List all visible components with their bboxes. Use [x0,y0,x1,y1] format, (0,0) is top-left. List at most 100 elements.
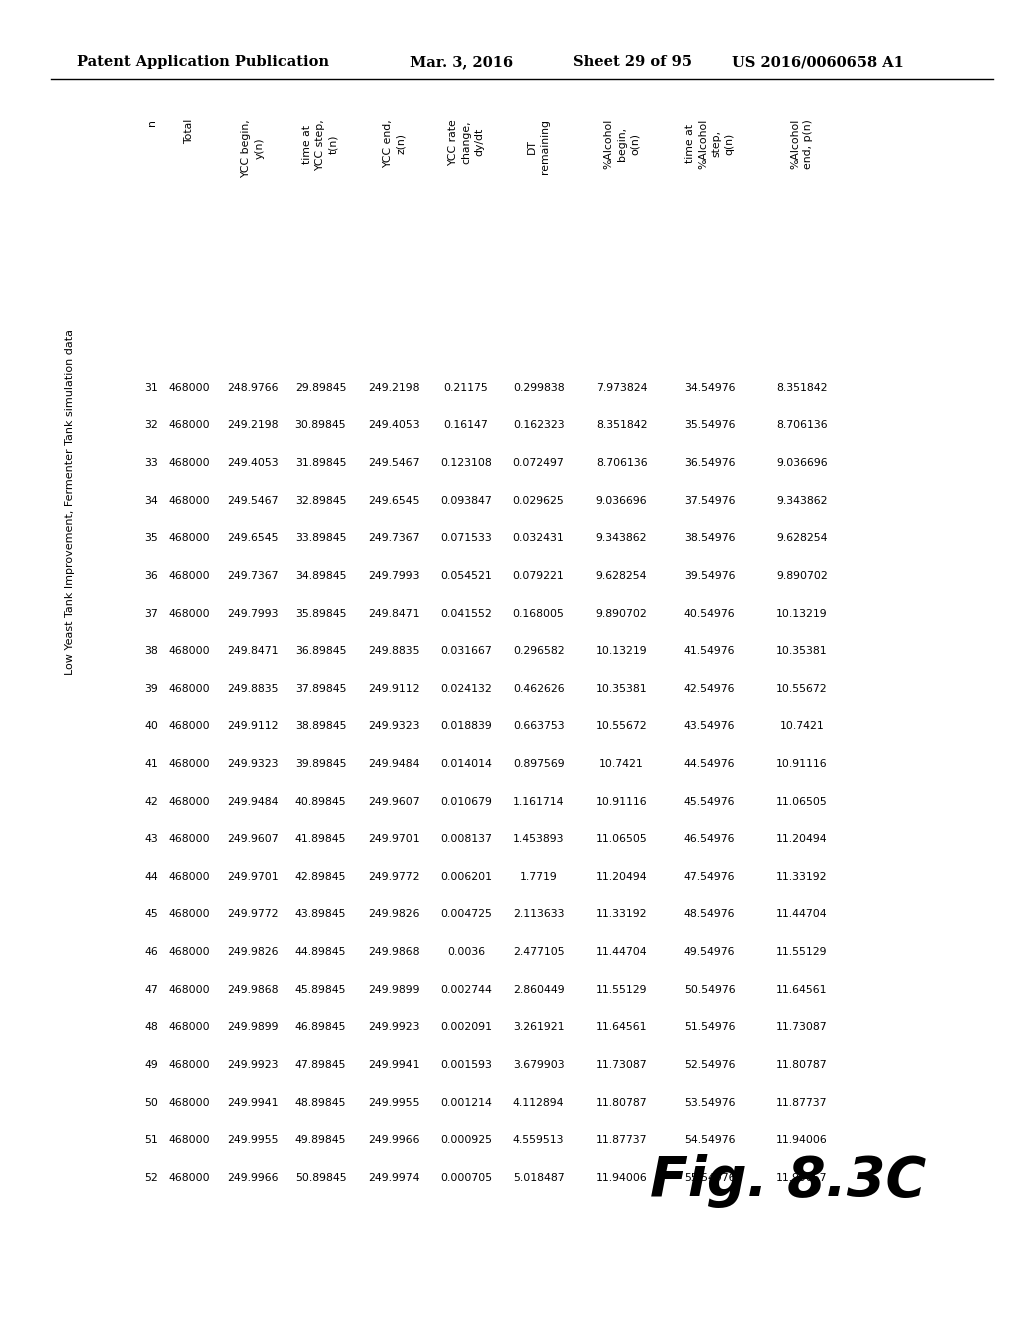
Text: 9.036696: 9.036696 [596,496,647,506]
Text: 0.168005: 0.168005 [513,609,564,619]
Text: 37.89845: 37.89845 [295,684,346,694]
Text: 47.89845: 47.89845 [295,1060,346,1071]
Text: 39.54976: 39.54976 [684,572,735,581]
Text: 0.296582: 0.296582 [513,647,564,656]
Text: 11.33192: 11.33192 [596,909,647,920]
Text: 0.897569: 0.897569 [513,759,564,770]
Text: 0.0036: 0.0036 [446,948,485,957]
Text: 46.54976: 46.54976 [684,834,735,845]
Text: 43: 43 [144,834,159,845]
Text: 42.89845: 42.89845 [295,873,346,882]
Text: 249.6545: 249.6545 [227,533,279,544]
Text: 2.860449: 2.860449 [513,985,564,995]
Text: 249.7993: 249.7993 [227,609,279,619]
Text: 9.628254: 9.628254 [596,572,647,581]
Text: 249.8471: 249.8471 [227,647,279,656]
Text: 2.477105: 2.477105 [513,948,564,957]
Text: 468000: 468000 [169,948,210,957]
Text: 468000: 468000 [169,458,210,469]
Text: 34.54976: 34.54976 [684,383,735,393]
Text: 0.079221: 0.079221 [513,572,564,581]
Text: 50: 50 [144,1098,159,1107]
Text: 0.054521: 0.054521 [440,572,492,581]
Text: 0.21175: 0.21175 [443,383,488,393]
Text: 468000: 468000 [169,909,210,920]
Text: 249.9323: 249.9323 [369,722,420,731]
Text: 249.9484: 249.9484 [369,759,420,770]
Text: 0.029625: 0.029625 [513,496,564,506]
Text: 51: 51 [144,1135,159,1146]
Text: 249.5467: 249.5467 [227,496,279,506]
Text: 35.89845: 35.89845 [295,609,346,619]
Text: 249.9941: 249.9941 [227,1098,279,1107]
Text: 468000: 468000 [169,759,210,770]
Text: 249.9974: 249.9974 [369,1173,420,1183]
Text: 248.9766: 248.9766 [227,383,279,393]
Text: 468000: 468000 [169,609,210,619]
Text: 11.06505: 11.06505 [776,796,827,807]
Text: 9.036696: 9.036696 [776,458,827,469]
Text: 0.001214: 0.001214 [440,1098,492,1107]
Text: 468000: 468000 [169,722,210,731]
Text: 48.54976: 48.54976 [684,909,735,920]
Text: 468000: 468000 [169,796,210,807]
Text: 40: 40 [144,722,159,731]
Text: Mar. 3, 2016: Mar. 3, 2016 [410,55,513,69]
Text: 0.071533: 0.071533 [440,533,492,544]
Text: 0.000705: 0.000705 [440,1173,492,1183]
Text: 43.89845: 43.89845 [295,909,346,920]
Text: 468000: 468000 [169,985,210,995]
Text: 11.44704: 11.44704 [596,948,647,957]
Text: 11.73087: 11.73087 [596,1060,647,1071]
Text: 0.462626: 0.462626 [513,684,564,694]
Text: 3.261921: 3.261921 [513,1023,564,1032]
Text: 0.010679: 0.010679 [440,796,492,807]
Text: 10.35381: 10.35381 [776,647,827,656]
Text: 249.9966: 249.9966 [369,1135,420,1146]
Text: 249.9323: 249.9323 [227,759,279,770]
Text: 468000: 468000 [169,533,210,544]
Text: 11.20494: 11.20494 [776,834,827,845]
Text: 48.89845: 48.89845 [295,1098,346,1107]
Text: 249.2198: 249.2198 [227,420,279,430]
Text: 249.9484: 249.9484 [227,796,279,807]
Text: time at
%Alcohol
step,
q(n): time at %Alcohol step, q(n) [685,119,734,169]
Text: 9.890702: 9.890702 [596,609,647,619]
Text: 249.9772: 249.9772 [227,909,279,920]
Text: 10.55672: 10.55672 [596,722,647,731]
Text: Patent Application Publication: Patent Application Publication [77,55,329,69]
Text: 11.94006: 11.94006 [596,1173,647,1183]
Text: 1.161714: 1.161714 [513,796,564,807]
Text: YCC rate
change,
dy/dt: YCC rate change, dy/dt [447,119,484,165]
Text: 249.7993: 249.7993 [369,572,420,581]
Text: 40.89845: 40.89845 [295,796,346,807]
Text: 249.7367: 249.7367 [369,533,420,544]
Text: 39: 39 [144,684,159,694]
Text: 249.9112: 249.9112 [227,722,279,731]
Text: 0.299838: 0.299838 [513,383,564,393]
Text: 249.9607: 249.9607 [369,796,420,807]
Text: 49: 49 [144,1060,159,1071]
Text: 11.73087: 11.73087 [776,1023,827,1032]
Text: 46: 46 [144,948,159,957]
Text: 37.54976: 37.54976 [684,496,735,506]
Text: YCC begin,
y(n): YCC begin, y(n) [242,119,264,178]
Text: 55.54976: 55.54976 [684,1173,735,1183]
Text: 32.89845: 32.89845 [295,496,346,506]
Text: 8.351842: 8.351842 [596,420,647,430]
Text: 36.89845: 36.89845 [295,647,346,656]
Text: 0.123108: 0.123108 [440,458,492,469]
Text: 4.559513: 4.559513 [513,1135,564,1146]
Text: 468000: 468000 [169,684,210,694]
Text: 0.16147: 0.16147 [443,420,488,430]
Text: 49.89845: 49.89845 [295,1135,346,1146]
Text: 11.20494: 11.20494 [596,873,647,882]
Text: 249.8835: 249.8835 [369,647,420,656]
Text: 249.9941: 249.9941 [369,1060,420,1071]
Text: 249.9868: 249.9868 [369,948,420,957]
Text: 37: 37 [144,609,159,619]
Text: 468000: 468000 [169,1173,210,1183]
Text: 0.000925: 0.000925 [440,1135,492,1146]
Text: 0.004725: 0.004725 [440,909,492,920]
Text: 49.54976: 49.54976 [684,948,735,957]
